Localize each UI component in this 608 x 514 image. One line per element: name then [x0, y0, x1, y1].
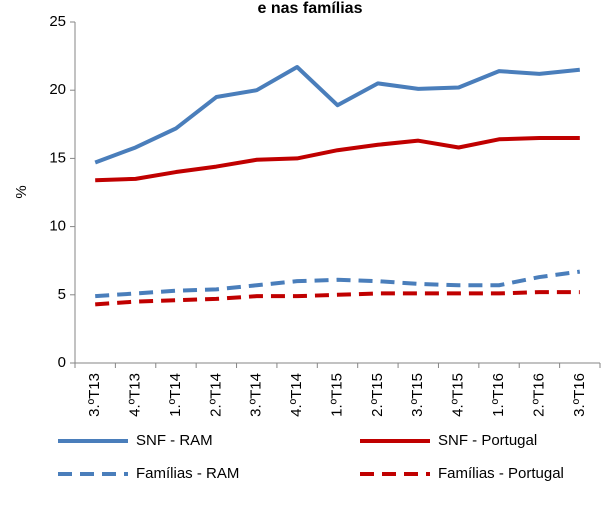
- legend-label: SNF - RAM: [136, 432, 213, 449]
- x-tick-label: 3.ºT13: [86, 373, 103, 417]
- y-axis-label: %: [13, 185, 30, 198]
- series-line: [95, 269, 581, 299]
- legend-label: Famílias - RAM: [136, 465, 239, 482]
- y-tick-label: 0: [58, 354, 66, 371]
- x-tick-label: 3.ºT16: [571, 373, 588, 417]
- series-line: [95, 135, 580, 183]
- x-tick-label: 2.ºT14: [207, 373, 224, 417]
- x-tick-label: 1.ºT16: [490, 373, 507, 417]
- x-tick-label: 2.ºT15: [369, 373, 386, 417]
- legend-label: Famílias - Portugal: [438, 465, 564, 482]
- y-tick-label: 20: [49, 81, 66, 98]
- x-tick-label: 4.ºT13: [127, 373, 144, 417]
- y-tick-label: 10: [49, 218, 66, 235]
- series-line: [95, 290, 580, 307]
- series-line: [94, 65, 581, 165]
- y-tick-label: 25: [49, 13, 66, 30]
- y-tick-label: 15: [49, 149, 66, 166]
- x-tick-label: 3.ºT14: [248, 373, 265, 417]
- x-tick-label: 2.ºT16: [530, 373, 547, 417]
- x-tick-label: 3.ºT15: [409, 373, 426, 417]
- x-tick-label: 1.ºT14: [167, 373, 184, 417]
- x-tick-label: 4.ºT15: [450, 373, 467, 417]
- y-tick-label: 5: [58, 286, 66, 303]
- chart-title: e nas famílias: [258, 0, 363, 17]
- legend-label: SNF - Portugal: [438, 432, 537, 449]
- x-tick-label: 1.ºT15: [328, 373, 345, 417]
- x-tick-label: 4.ºT14: [288, 373, 305, 417]
